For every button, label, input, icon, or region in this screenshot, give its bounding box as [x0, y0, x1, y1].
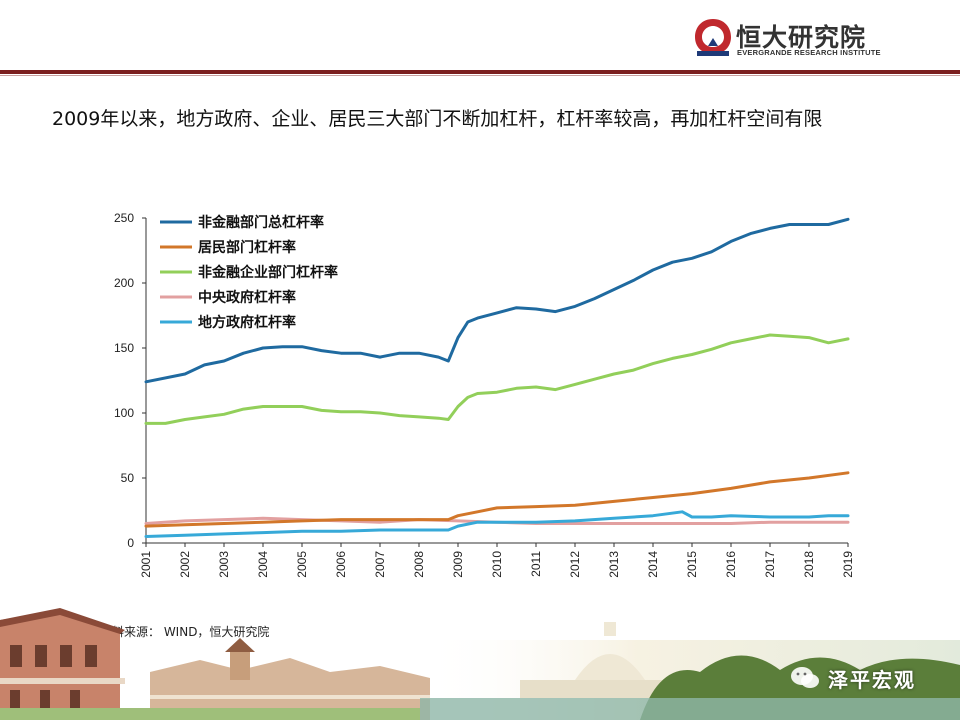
legend-label-3: 非金融企业部门杠杆率 [198, 264, 338, 281]
y-tick-label: 0 [127, 536, 134, 550]
watermark-text: 泽平宏观 [828, 667, 916, 692]
watermark: 泽平宏观 [790, 664, 916, 692]
x-tick-label: 2015 [685, 551, 699, 578]
x-tick-label: 2009 [451, 551, 465, 578]
x-tick-label: 2008 [412, 551, 426, 578]
series-line-2 [144, 471, 850, 528]
y-tick-label: 50 [121, 471, 135, 485]
x-tick-label: 2016 [724, 551, 738, 578]
y-tick-label: 200 [114, 276, 134, 290]
x-tick-label: 2005 [295, 551, 309, 578]
slide-headline: 2009年以来，地方政府、企业、居民三大部门不断加杠杆，杠杆率较高，再加杠杆空间… [52, 108, 823, 130]
x-tick-label: 2004 [256, 551, 270, 578]
x-tick-label: 2012 [568, 551, 582, 578]
series-line-3 [144, 333, 850, 425]
x-tick-label: 2014 [646, 551, 660, 578]
x-tick-label: 2013 [607, 551, 621, 578]
legend-label-2: 居民部门杠杆率 [198, 239, 296, 256]
x-tick-label: 2018 [802, 551, 816, 578]
legend-label-5: 地方政府杠杆率 [198, 314, 296, 331]
y-tick-label: 250 [114, 211, 134, 225]
x-tick-label: 2010 [490, 551, 504, 578]
header-divider-thin [0, 75, 960, 76]
series-line-5 [144, 510, 850, 538]
leverage-line-chart: 0 50 100 150 200 250 2001 2002 2003 2004 2005 2006 2… [114, 211, 855, 578]
y-tick-label: 150 [114, 341, 134, 355]
logo-subtitle: EVERGRANDE RESEARCH INSTITUTE [737, 48, 881, 57]
x-tick-label: 2017 [763, 551, 777, 578]
x-tick-label: 2011 [529, 551, 543, 577]
series-line-1 [144, 217, 850, 384]
evergrande-logo-icon [695, 19, 731, 56]
logo-title: 恒大研究院 [736, 23, 867, 52]
x-tick-label: 2002 [178, 551, 192, 578]
legend-label-4: 中央政府杠杆率 [198, 289, 296, 306]
x-tick-label: 2001 [139, 551, 153, 578]
source-note: 资料来源： WIND，恒大研究院 [100, 625, 270, 639]
y-tick-label: 100 [114, 406, 134, 420]
x-tick-label: 2007 [373, 551, 387, 578]
x-tick-label: 2006 [334, 551, 348, 578]
footer-buildings-illustration [0, 608, 960, 720]
header-divider [0, 70, 960, 74]
legend-label-1: 非金融部门总杠杆率 [198, 214, 324, 231]
x-tick-label: 2003 [217, 551, 231, 578]
x-tick-label: 2019 [841, 551, 855, 578]
logo: 恒大研究院 EVERGRANDE RESEARCH INSTITUTE [692, 14, 892, 64]
wechat-icon [791, 667, 819, 688]
